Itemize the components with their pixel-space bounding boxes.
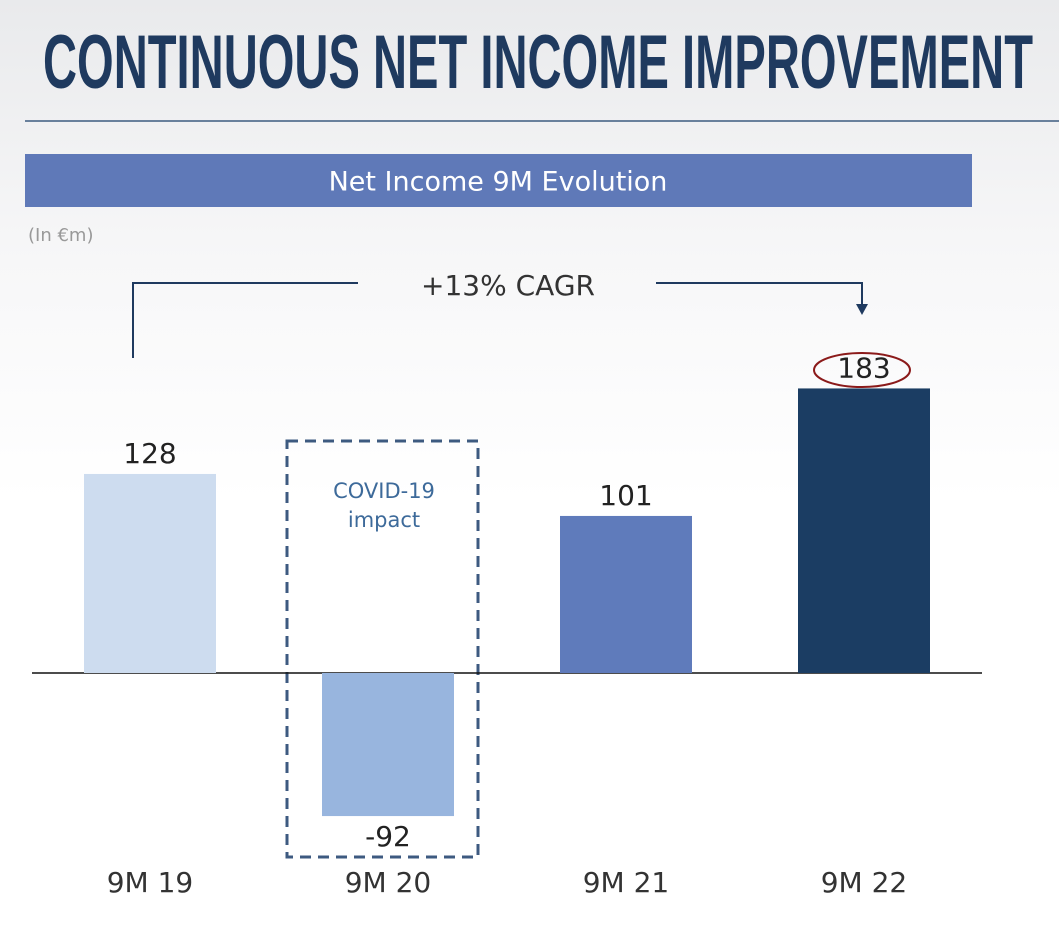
cagr-label: +13% CAGR [421, 269, 595, 302]
bar [560, 515, 692, 673]
covid-box [285, 439, 480, 859]
highlight-circle [813, 352, 911, 388]
cagr-bracket [132, 282, 358, 358]
cagr-bracket [656, 282, 863, 305]
value-label: 101 [599, 479, 652, 512]
x-tick-label: 9M 21 [583, 866, 670, 899]
x-tick-label: 9M 22 [821, 866, 908, 899]
value-label: 183 [837, 351, 890, 384]
bar [84, 473, 216, 673]
bar [322, 673, 454, 817]
x-tick-label: 9M 20 [345, 866, 432, 899]
covid-note: COVID-19 [333, 479, 435, 503]
cagr-arrow [856, 304, 868, 315]
unit-note: (In €m) [28, 225, 93, 246]
value-label: 128 [123, 437, 176, 470]
x-tick-label: 9M 19 [107, 866, 194, 899]
chart-title: Net Income 9M Evolution [329, 167, 668, 198]
page-title: CONTINUOUS NET INCOME IMPROVEMENT [43, 20, 1033, 105]
covid-note: impact [348, 508, 420, 532]
chart-banner [25, 154, 972, 207]
bar [798, 388, 930, 673]
value-label: -92 [365, 820, 411, 853]
